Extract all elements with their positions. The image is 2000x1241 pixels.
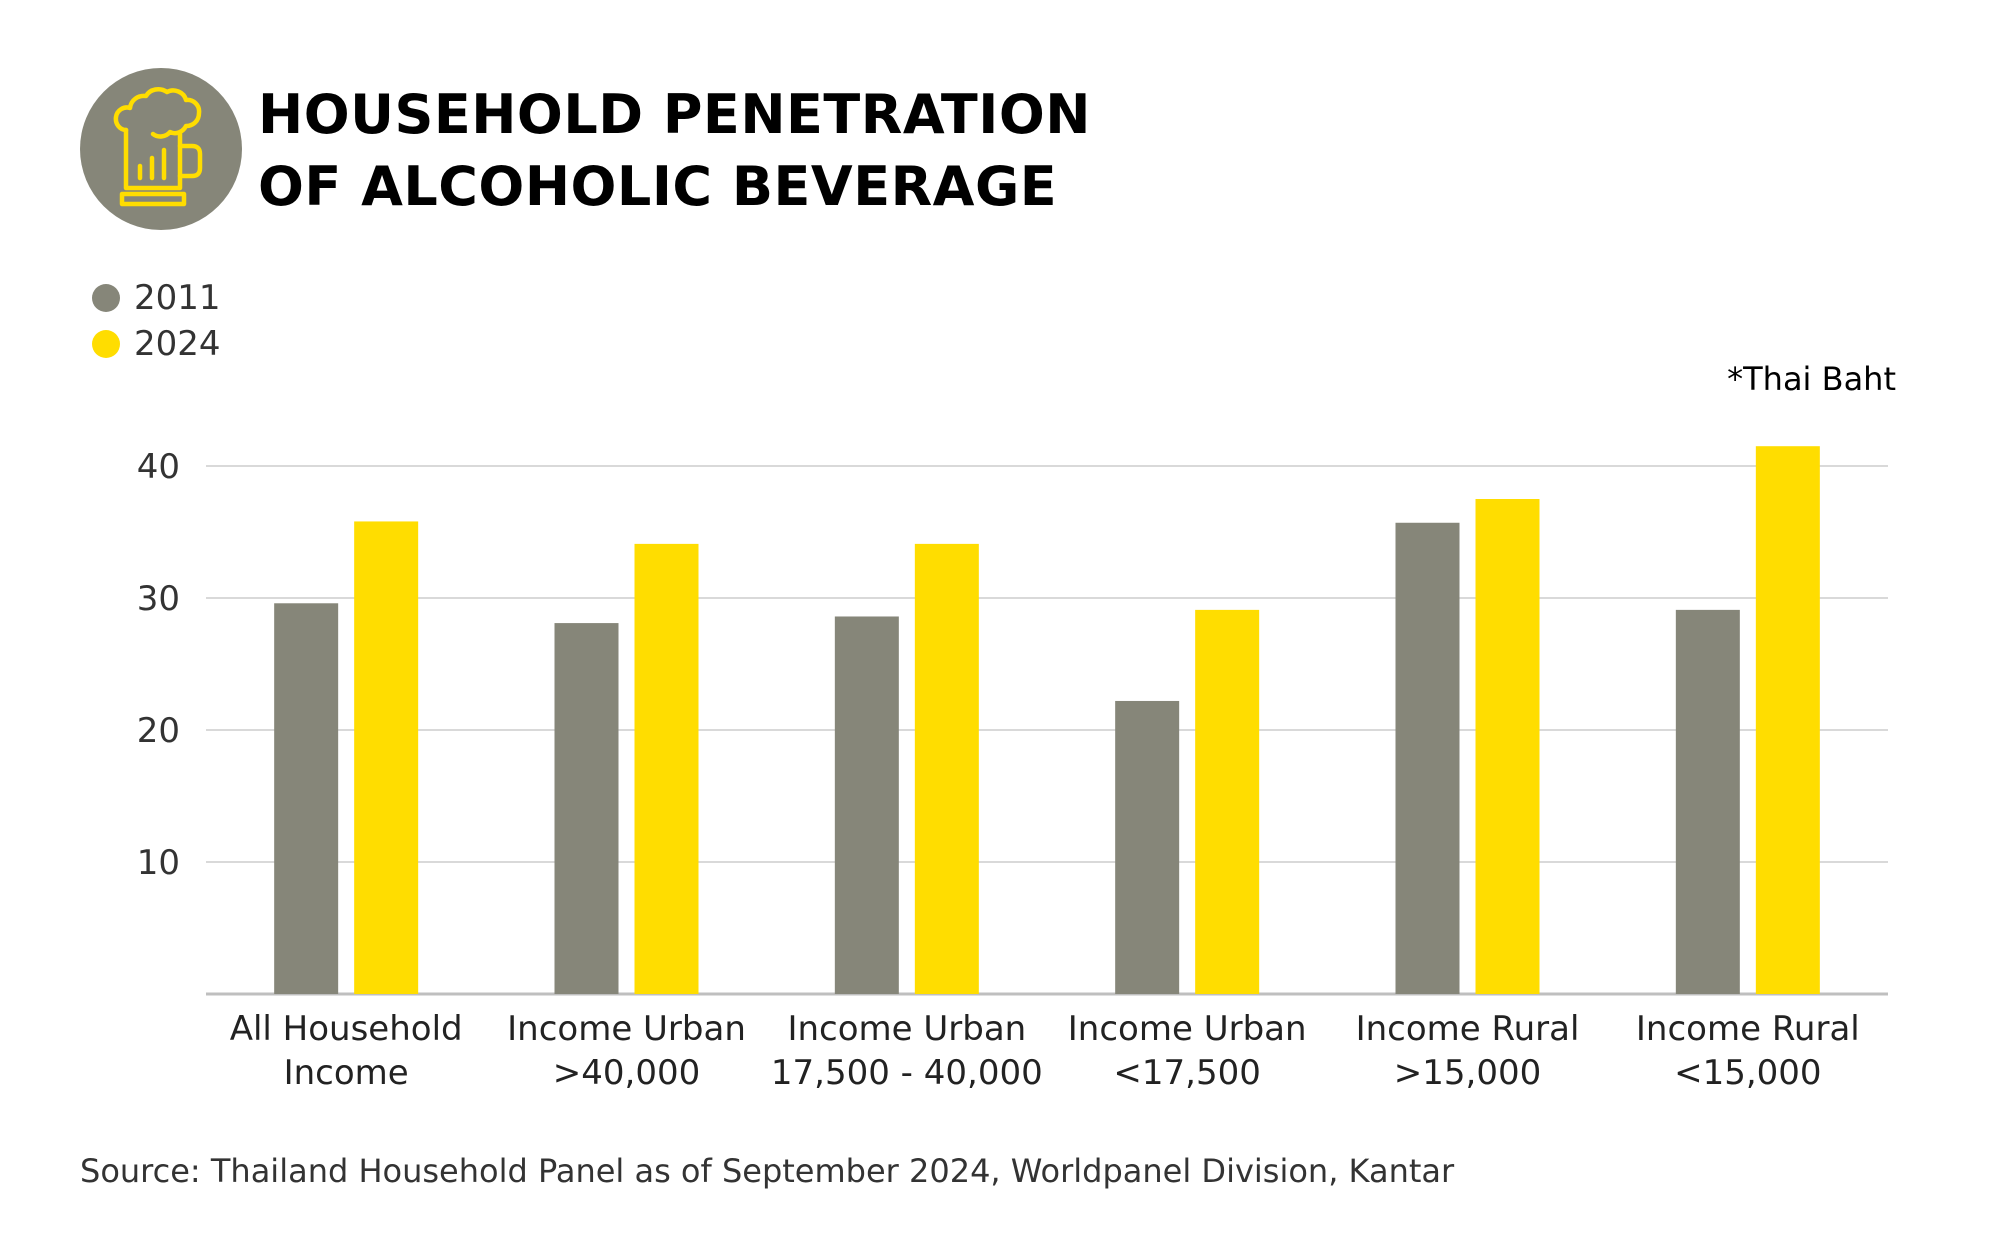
bar-2011-2 bbox=[554, 623, 619, 994]
x-tick-label-3-line-2: 17,500 - 40,000 bbox=[771, 1053, 1043, 1093]
x-tick-label-2-line-2: >40,000 bbox=[553, 1053, 700, 1093]
bar-2024-1 bbox=[354, 521, 419, 994]
legend-item-2024: 2024 bbox=[92, 324, 221, 364]
bar-2024-5 bbox=[1475, 499, 1540, 994]
legend-swatch-2011 bbox=[92, 284, 120, 312]
legend-swatch-2024 bbox=[92, 330, 120, 358]
beer-mug-bar-chart-icon bbox=[113, 86, 203, 207]
bar-2024-2 bbox=[634, 543, 699, 994]
x-tick-label-1-line-2: Income bbox=[284, 1053, 409, 1093]
bar-2024-4 bbox=[1195, 609, 1260, 994]
x-tick-label-1-line-1: All Household bbox=[230, 1009, 463, 1049]
logo-icon bbox=[80, 68, 242, 230]
x-tick-label-4-line-1: Income Urban bbox=[1068, 1009, 1307, 1049]
y-tick-label-10: 10 bbox=[137, 843, 180, 883]
x-tick-label-2-line-1: Income Urban bbox=[507, 1009, 746, 1049]
x-tick-label-5-line-2: >15,000 bbox=[1394, 1053, 1541, 1093]
chart-title-line-1: HOUSEHOLD PENETRATION bbox=[258, 83, 1091, 146]
bar-2011-6 bbox=[1675, 609, 1740, 994]
y-tick-label-40: 40 bbox=[137, 447, 180, 487]
bar-2011-3 bbox=[834, 616, 899, 994]
bar-2011-5 bbox=[1395, 522, 1460, 994]
legend-label-2024: 2024 bbox=[134, 324, 221, 364]
x-tick-label-6-line-1: Income Rural bbox=[1636, 1009, 1860, 1049]
source-note: Source: Thailand Household Panel as of S… bbox=[80, 1152, 1455, 1190]
chart-title-line-2: OF ALCOHOLIC BEVERAGE bbox=[258, 155, 1058, 218]
x-tick-label-5-line-1: Income Rural bbox=[1356, 1009, 1580, 1049]
bar-2011-1 bbox=[274, 603, 339, 994]
y-tick-label-20: 20 bbox=[137, 711, 180, 751]
legend-label-2011: 2011 bbox=[134, 278, 221, 318]
x-tick-label-4-line-2: <17,500 bbox=[1113, 1053, 1260, 1093]
y-tick-label-30: 30 bbox=[137, 579, 180, 619]
bar-2024-3 bbox=[914, 543, 979, 994]
currency-note: *Thai Baht bbox=[1727, 360, 1896, 398]
bar-2024-6 bbox=[1755, 446, 1820, 994]
x-tick-label-3-line-1: Income Urban bbox=[787, 1009, 1026, 1049]
legend-item-2011: 2011 bbox=[92, 278, 221, 318]
bar-2011-4 bbox=[1115, 700, 1180, 994]
x-tick-label-6-line-2: <15,000 bbox=[1674, 1053, 1821, 1093]
